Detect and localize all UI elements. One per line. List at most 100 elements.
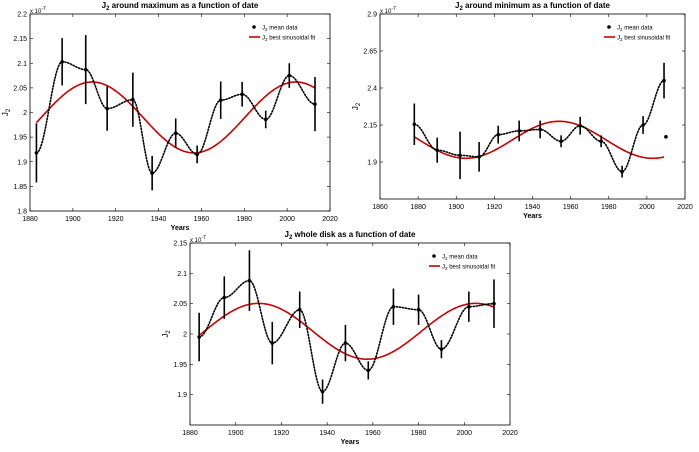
mean-data-point bbox=[435, 148, 439, 152]
mean-data-point bbox=[496, 132, 500, 137]
exponent-label: x 10-7 bbox=[190, 235, 206, 244]
x-tick-label: 1980 bbox=[601, 204, 617, 211]
mean-data-point bbox=[477, 155, 481, 159]
y-axis-label-main: J bbox=[351, 106, 360, 110]
y-axis-label: J2 bbox=[351, 102, 362, 110]
mean-data-point bbox=[270, 341, 275, 345]
x-tick-label: 2000 bbox=[456, 430, 472, 437]
mean-data-point bbox=[34, 151, 39, 155]
title-rest: around maximum as a function of date bbox=[109, 1, 258, 10]
title-main: J bbox=[102, 1, 106, 10]
mean-data-point bbox=[492, 301, 496, 306]
legend-fit-text: J2 best sinusoidal fit bbox=[442, 265, 496, 272]
legend-fit-label: best sinusoidal fit bbox=[449, 265, 495, 271]
y-tick-label: 2.15 bbox=[173, 241, 187, 248]
mean-data-point bbox=[195, 152, 199, 157]
legend-prefix: J bbox=[262, 36, 265, 42]
exponent-value: -7 bbox=[201, 235, 206, 241]
y-tick-label: 2.4 bbox=[367, 86, 377, 93]
x-tick-label: 1920 bbox=[487, 204, 503, 211]
y-axis-label-sub: 2 bbox=[356, 102, 362, 106]
x-tick-label: 1940 bbox=[319, 430, 335, 437]
mean-data-point bbox=[287, 73, 292, 78]
y-axis-label: J2 bbox=[1, 108, 12, 116]
mean-data-point bbox=[538, 127, 542, 132]
mean-data-point bbox=[664, 135, 668, 139]
x-tick-label: 1860 bbox=[372, 204, 388, 211]
x-tick-label: 2000 bbox=[639, 204, 655, 211]
mean-data-point bbox=[263, 117, 268, 122]
exponent-prefix: x 10 bbox=[380, 9, 392, 15]
y-tick-label: 1.9 bbox=[177, 392, 187, 399]
legend-prefix: J bbox=[442, 265, 445, 271]
x-tick-label: 1980 bbox=[411, 430, 427, 437]
legend-mean-marker bbox=[607, 25, 611, 29]
mean-data-point bbox=[439, 347, 444, 351]
mean-data-point bbox=[222, 295, 227, 300]
title-sub: 2 bbox=[289, 235, 293, 241]
title-sub: 2 bbox=[106, 6, 110, 12]
legend-sub: 2 bbox=[620, 37, 623, 42]
mean-data-point bbox=[641, 123, 645, 127]
y-tick-label: 2.15 bbox=[13, 36, 27, 43]
title-main: J bbox=[285, 230, 289, 239]
legend-fit-text: J2 best sinusoidal fit bbox=[262, 36, 316, 43]
legend-box bbox=[603, 20, 681, 44]
oscillation-dotted-line bbox=[35, 60, 316, 174]
mean-data-point bbox=[247, 278, 252, 283]
x-tick-label: 1880 bbox=[410, 204, 426, 211]
y-tick-label: 1.9 bbox=[17, 159, 27, 166]
exponent-prefix: x 10 bbox=[190, 238, 202, 244]
mean-data-point bbox=[197, 335, 201, 339]
mean-data-point bbox=[620, 169, 624, 174]
legend-prefix: J bbox=[617, 36, 620, 42]
legend-fit-text: J2 best sinusoidal fit bbox=[617, 36, 671, 43]
x-tick-label: 1960 bbox=[365, 430, 381, 437]
mean-data-point bbox=[517, 129, 521, 133]
oscillation-dotted-line bbox=[198, 279, 495, 393]
y-axis-label-sub: 2 bbox=[6, 108, 12, 112]
mean-data-point bbox=[320, 389, 325, 394]
mean-data-point bbox=[599, 139, 603, 144]
mean-data-point bbox=[105, 106, 109, 111]
x-axis-label: Years bbox=[341, 439, 360, 446]
mean-data-point bbox=[391, 304, 396, 309]
legend-prefix: J bbox=[442, 255, 445, 261]
exponent-prefix: x 10 bbox=[30, 9, 42, 15]
mean-data-point bbox=[60, 59, 64, 64]
x-axis-label: Years bbox=[523, 213, 542, 220]
mean-data-point bbox=[662, 78, 666, 83]
chart-title: J2 around minimum as a function of date bbox=[455, 1, 610, 12]
y-axis-label-main: J bbox=[161, 334, 170, 338]
x-tick-label: 1900 bbox=[448, 204, 464, 211]
legend-sub: 2 bbox=[265, 27, 268, 32]
chart-j2-around-maximum: J2 around maximum as a function of datex… bbox=[1, 1, 338, 232]
legend-mean-text: J2 mean data bbox=[617, 26, 653, 33]
legend-box bbox=[428, 249, 506, 273]
x-tick-label: 1980 bbox=[236, 216, 252, 223]
y-tick-label: 1.95 bbox=[173, 362, 187, 369]
x-tick-label: 1880 bbox=[22, 216, 38, 223]
mean-data-point bbox=[343, 341, 348, 345]
y-axis-label: J2 bbox=[161, 330, 172, 338]
legend-prefix: J bbox=[262, 26, 265, 32]
mean-data-point bbox=[297, 307, 302, 312]
exponent-label: x 10-7 bbox=[30, 6, 46, 15]
y-tick-label: 2.1 bbox=[177, 271, 187, 278]
mean-data-point bbox=[173, 131, 178, 135]
y-tick-label: 2.15 bbox=[363, 123, 377, 130]
chart-title: J2 whole disk as a function of date bbox=[285, 230, 416, 241]
legend-mean-label: mean data bbox=[269, 26, 298, 32]
mean-data-point bbox=[218, 98, 223, 102]
x-tick-label: 1940 bbox=[151, 216, 167, 223]
x-tick-label: 2020 bbox=[677, 204, 693, 211]
chart-title: J2 around maximum as a function of date bbox=[102, 1, 259, 12]
x-tick-label: 1900 bbox=[65, 216, 81, 223]
exponent-label: x 10-7 bbox=[380, 6, 396, 15]
legend-sub: 2 bbox=[445, 266, 448, 271]
title-main: J bbox=[455, 1, 459, 10]
y-tick-label: 2.2 bbox=[17, 12, 27, 19]
mean-data-point bbox=[150, 171, 154, 175]
x-tick-label: 1920 bbox=[108, 216, 124, 223]
title-rest: around minimum as a function of date bbox=[463, 1, 611, 10]
